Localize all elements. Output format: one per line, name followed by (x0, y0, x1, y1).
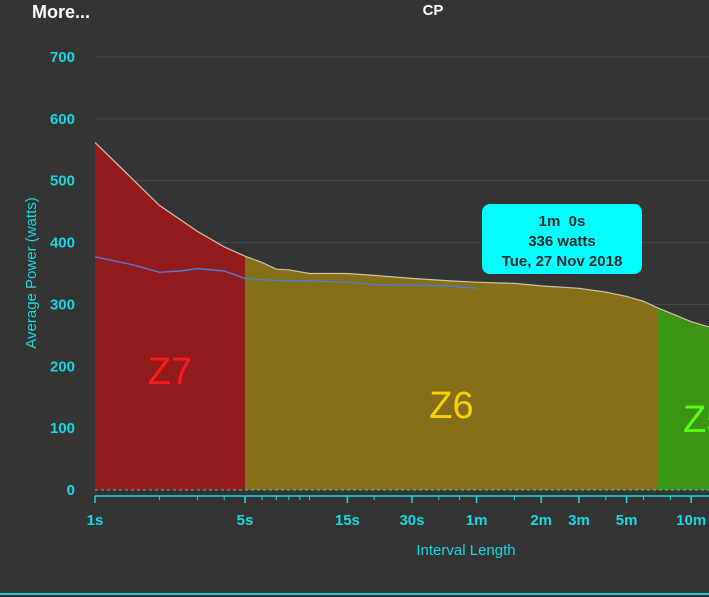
y-tick-label: 0 (67, 482, 75, 499)
x-tick-label: 1s (87, 512, 104, 529)
zone-label-z7: Z7 (148, 351, 192, 393)
y-tick-label: 400 (50, 235, 75, 252)
y-tick-label: 600 (50, 111, 75, 128)
x-tick-label: 3m (568, 512, 590, 529)
zone-z6-area (245, 256, 658, 490)
zone-z5-area (658, 308, 709, 490)
x-tick-label: 2m (530, 512, 552, 529)
x-tick-label: 5s (237, 512, 254, 529)
x-axis-title: Interval Length (416, 542, 515, 559)
tooltip-duration: 1m 0s (539, 213, 586, 230)
tooltip-power: 336 watts (528, 233, 596, 250)
more-button[interactable]: More... (32, 2, 91, 22)
zone-z7-area (95, 142, 245, 490)
y-axis-title: Average Power (watts) (23, 197, 40, 348)
y-tick-label: 300 (50, 296, 75, 313)
tooltip: 1m 0s 336 watts Tue, 27 Nov 2018 (482, 204, 642, 274)
best-power-curve (95, 141, 709, 328)
x-tick-label: 30s (399, 512, 424, 529)
ride-power-curve (95, 256, 477, 289)
zone-label-z6: Z6 (429, 385, 473, 427)
y-tick-label: 500 (50, 173, 75, 190)
y-tick-label: 200 (50, 358, 75, 375)
x-tick-label: 1m (466, 512, 488, 529)
tooltip-date: Tue, 27 Nov 2018 (502, 253, 623, 270)
x-tick-label: 15s (335, 512, 360, 529)
bottom-divider (0, 593, 709, 595)
tooltip-box (482, 204, 642, 274)
x-tick-label: 5m (616, 512, 638, 529)
y-tick-label: 100 (50, 420, 75, 437)
zone-label-z5: Z5 (683, 399, 709, 441)
x-tick-label: 10m (676, 512, 706, 529)
chart-title: CP (422, 2, 444, 19)
y-tick-label: 700 (50, 49, 75, 66)
